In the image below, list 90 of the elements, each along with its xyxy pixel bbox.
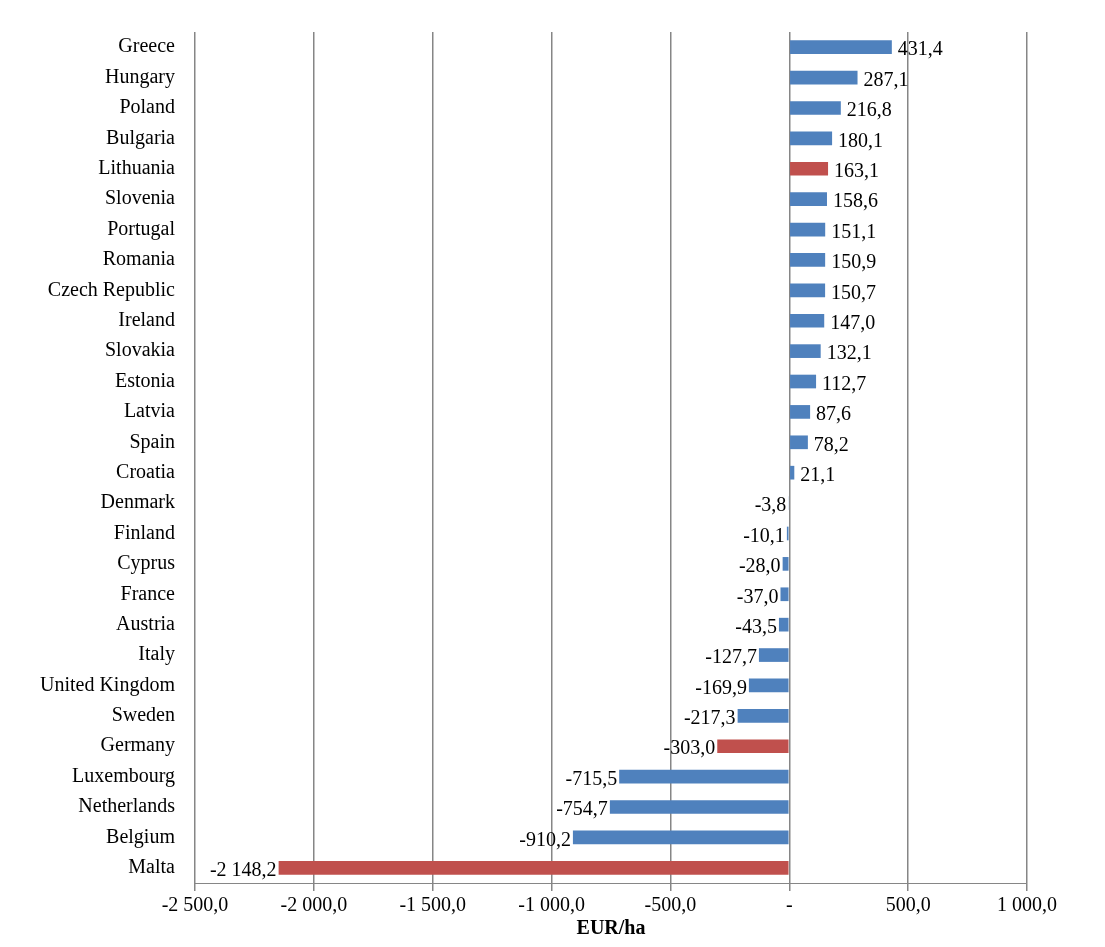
data-label: -2 148,2 xyxy=(209,858,277,881)
x-tick-label: 1 000,0 xyxy=(997,893,1057,916)
y-tick-label: Sweden xyxy=(111,703,175,726)
data-label: -3,8 xyxy=(754,493,787,516)
bar xyxy=(790,253,826,267)
data-label: 150,9 xyxy=(831,250,877,273)
bar xyxy=(782,557,789,571)
y-tick-label: Slovenia xyxy=(104,186,176,209)
y-tick-label: Latvia xyxy=(123,399,176,422)
data-label: 163,1 xyxy=(834,159,880,182)
x-tick-label: -1 000,0 xyxy=(518,893,585,916)
y-tick-label: Germany xyxy=(100,733,175,757)
data-label: 78,2 xyxy=(813,432,849,455)
data-label: -217,3 xyxy=(683,706,736,729)
data-label: 87,6 xyxy=(816,402,852,425)
y-tick-label: Italy xyxy=(138,642,175,666)
bar xyxy=(737,709,789,723)
y-tick-label: Netherlands xyxy=(78,794,176,817)
data-label: 180,1 xyxy=(838,128,884,151)
bar xyxy=(790,374,817,389)
x-tick-label: -500,0 xyxy=(644,893,697,916)
bar xyxy=(790,40,892,55)
y-tick-label: Lithuania xyxy=(98,156,176,179)
y-tick-label: Malta xyxy=(128,855,176,878)
y-tick-label: Ireland xyxy=(118,307,175,330)
bar xyxy=(717,739,789,754)
y-tick-label: Finland xyxy=(113,520,175,543)
y-tick-label: Greece xyxy=(118,34,176,57)
bar xyxy=(790,405,811,419)
data-label: 151,1 xyxy=(831,219,877,242)
data-label: -10,1 xyxy=(743,523,785,546)
bar xyxy=(572,830,789,845)
y-tick-label: Croatia xyxy=(116,459,176,482)
y-tick-label: Denmark xyxy=(100,490,175,513)
y-tick-label: France xyxy=(120,581,176,604)
data-label: 21,1 xyxy=(800,462,836,485)
x-tick-label: -2 500,0 xyxy=(161,893,229,916)
bar xyxy=(778,617,789,632)
bar xyxy=(790,70,858,85)
data-label: -910,2 xyxy=(519,827,571,850)
bar xyxy=(790,435,808,450)
data-label: -43,5 xyxy=(735,614,777,637)
data-label: -28,0 xyxy=(738,554,781,577)
x-tick-label: -2 000,0 xyxy=(280,893,348,916)
bar xyxy=(609,800,789,814)
data-label: 112,7 xyxy=(822,371,867,394)
bar xyxy=(790,313,825,328)
data-label: -169,9 xyxy=(695,675,747,698)
data-label: 147,0 xyxy=(830,310,876,333)
x-tick-label: 500,0 xyxy=(885,893,931,916)
y-tick-label: Austria xyxy=(116,611,176,634)
y-tick-label: Cyprus xyxy=(117,551,176,575)
y-tick-label: Poland xyxy=(119,95,175,118)
y-tick-label: Hungary xyxy=(105,64,175,88)
y-tick-label: Luxembourg xyxy=(72,763,175,787)
bar xyxy=(790,101,841,115)
y-tick-label: Romania xyxy=(102,247,176,270)
y-tick-label: Estonia xyxy=(114,368,176,391)
y-tick-label: Czech Republic xyxy=(47,277,176,301)
bar xyxy=(790,344,821,358)
data-label: 431,4 xyxy=(897,37,943,60)
y-tick-label: Bulgaria xyxy=(106,125,176,149)
bar xyxy=(780,587,789,602)
y-tick-label: United Kingdom xyxy=(39,672,176,696)
data-label: -37,0 xyxy=(736,584,779,607)
data-label: -303,0 xyxy=(663,736,716,759)
y-tick-label: Slovakia xyxy=(104,338,176,361)
bar xyxy=(790,222,826,237)
data-label: -127,7 xyxy=(705,645,757,668)
bar xyxy=(790,283,826,298)
x-tick-label: - xyxy=(785,893,793,916)
data-label: -754,7 xyxy=(556,797,608,820)
y-tick-label: Spain xyxy=(129,429,175,453)
bar xyxy=(790,192,827,206)
data-label: 158,6 xyxy=(832,189,878,212)
bar xyxy=(619,769,789,784)
x-axis-title: EUR/ha xyxy=(576,916,646,939)
bar xyxy=(790,131,833,146)
data-label: 287,1 xyxy=(863,67,909,90)
x-tick-label: -1 500,0 xyxy=(399,893,467,916)
bar xyxy=(790,465,795,480)
bar xyxy=(748,678,789,693)
y-tick-label: Portugal xyxy=(107,216,176,240)
bar xyxy=(790,161,829,176)
y-tick-label: Belgium xyxy=(106,824,176,848)
data-label: 216,8 xyxy=(846,98,892,121)
data-label: 132,1 xyxy=(826,341,872,364)
bar xyxy=(758,648,789,662)
data-label: 150,7 xyxy=(831,280,877,303)
data-label: -715,5 xyxy=(565,766,618,789)
